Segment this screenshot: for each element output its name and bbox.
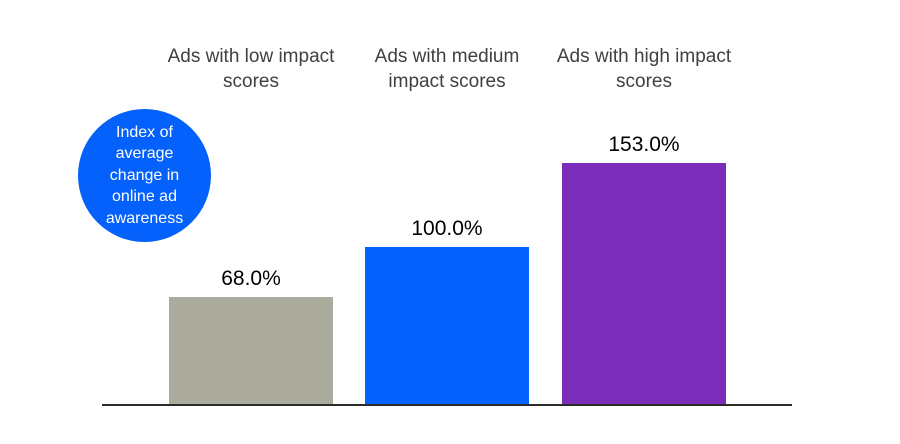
axis-title-line: Index of: [116, 123, 173, 141]
bar: [169, 297, 333, 405]
axis-title-line: change in: [109, 166, 180, 184]
category-label-high: Ads with high impact scores: [556, 46, 732, 92]
axis-title-bubble: Index of average change in online ad awa…: [78, 109, 211, 242]
axis-title-line: online ad: [112, 188, 177, 206]
bar: [562, 163, 726, 405]
bar-column: 153.0%: [562, 134, 726, 405]
value-label: 100.0%: [411, 217, 483, 240]
value-label: 153.0%: [608, 133, 680, 156]
bar: [365, 247, 529, 405]
category-label-low: Ads with low impact scores: [167, 46, 335, 92]
bar-column: 68.0%: [169, 268, 333, 405]
value-label: 68.0%: [221, 267, 281, 290]
axis-title-line: average: [115, 145, 174, 163]
category-label-medium: Ads with medium impact scores: [374, 46, 520, 92]
bar-column: 100.0%: [365, 218, 529, 405]
axis-title-line: awareness: [105, 209, 184, 227]
x-axis-line: [102, 404, 792, 406]
